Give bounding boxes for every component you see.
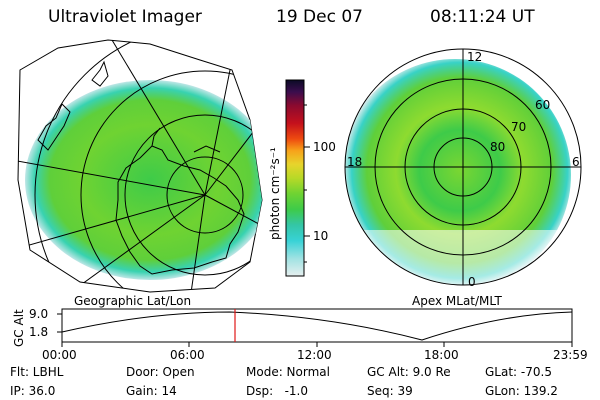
orbit-xtick-2359: 23:59: [553, 348, 588, 362]
status-glon: GLon: 139.2: [485, 384, 558, 398]
mlat-label-70: 70: [511, 120, 526, 134]
status-gain: Gain: 14: [126, 384, 177, 398]
orbit-ytick-9: 9.0: [29, 307, 49, 321]
status-door: Door: Open: [126, 365, 195, 379]
status-seq: Seq: 39: [367, 384, 413, 398]
antarctica-coastline: [115, 145, 245, 275]
mlt-label-6: 6: [572, 155, 580, 169]
colorbar-tick-10: 10: [313, 229, 328, 243]
mlt-label-12: 12: [467, 50, 482, 64]
australia-coastline: [37, 103, 71, 151]
orbit-xtick-0600: 06:00: [170, 348, 205, 362]
status-filter: Flt: LBHL: [10, 365, 64, 379]
orbit-xtick-1200: 12:00: [297, 348, 332, 362]
time-label: 08:11:24 UT: [430, 7, 535, 27]
status-gc-alt: GC Alt: 9.0 Re: [367, 365, 451, 379]
magnetic-caption: Apex MLat/MLT: [412, 294, 502, 308]
orbit-plot-frame: [61, 308, 573, 343]
mlt-label-18: 18: [347, 155, 362, 169]
orbit-xtick-0000: 00:00: [42, 348, 77, 362]
altitude-curve: [61, 311, 573, 341]
magnetic-polar-panel: 12 0 18 6 60 70 80: [344, 48, 582, 289]
status-glat: GLat: -70.5: [485, 365, 552, 379]
colorbar-scale: [285, 79, 305, 277]
mlat-label-60: 60: [535, 98, 550, 112]
mlat-label-80: 80: [490, 140, 505, 154]
colorbar-tick-100: 100: [313, 140, 336, 154]
orbit-altitude-strip: GC Alt: [12, 308, 573, 347]
geographic-image-panel: [17, 39, 263, 293]
orbit-axis-label: GC Alt: [12, 309, 26, 347]
status-ip: IP: 36.0: [10, 384, 56, 398]
aurora-emission-geographic: [25, 80, 262, 280]
status-dsp: Dsp: -1.0: [246, 384, 309, 398]
status-mode: Mode: Normal: [246, 365, 330, 379]
instrument-title: Ultraviolet Imager: [48, 7, 202, 27]
mlt-label-0: 0: [468, 275, 476, 289]
orbit-xtick-1800: 18:00: [424, 348, 459, 362]
date-label: 19 Dec 07: [276, 7, 363, 27]
colorbar: 100 10 photon cm⁻²s⁻¹: [268, 79, 336, 277]
orbit-ytick-1-8: 1.8: [29, 325, 49, 339]
geographic-caption: Geographic Lat/Lon: [74, 294, 192, 308]
colorbar-unit-label: photon cm⁻²s⁻¹: [268, 147, 282, 240]
